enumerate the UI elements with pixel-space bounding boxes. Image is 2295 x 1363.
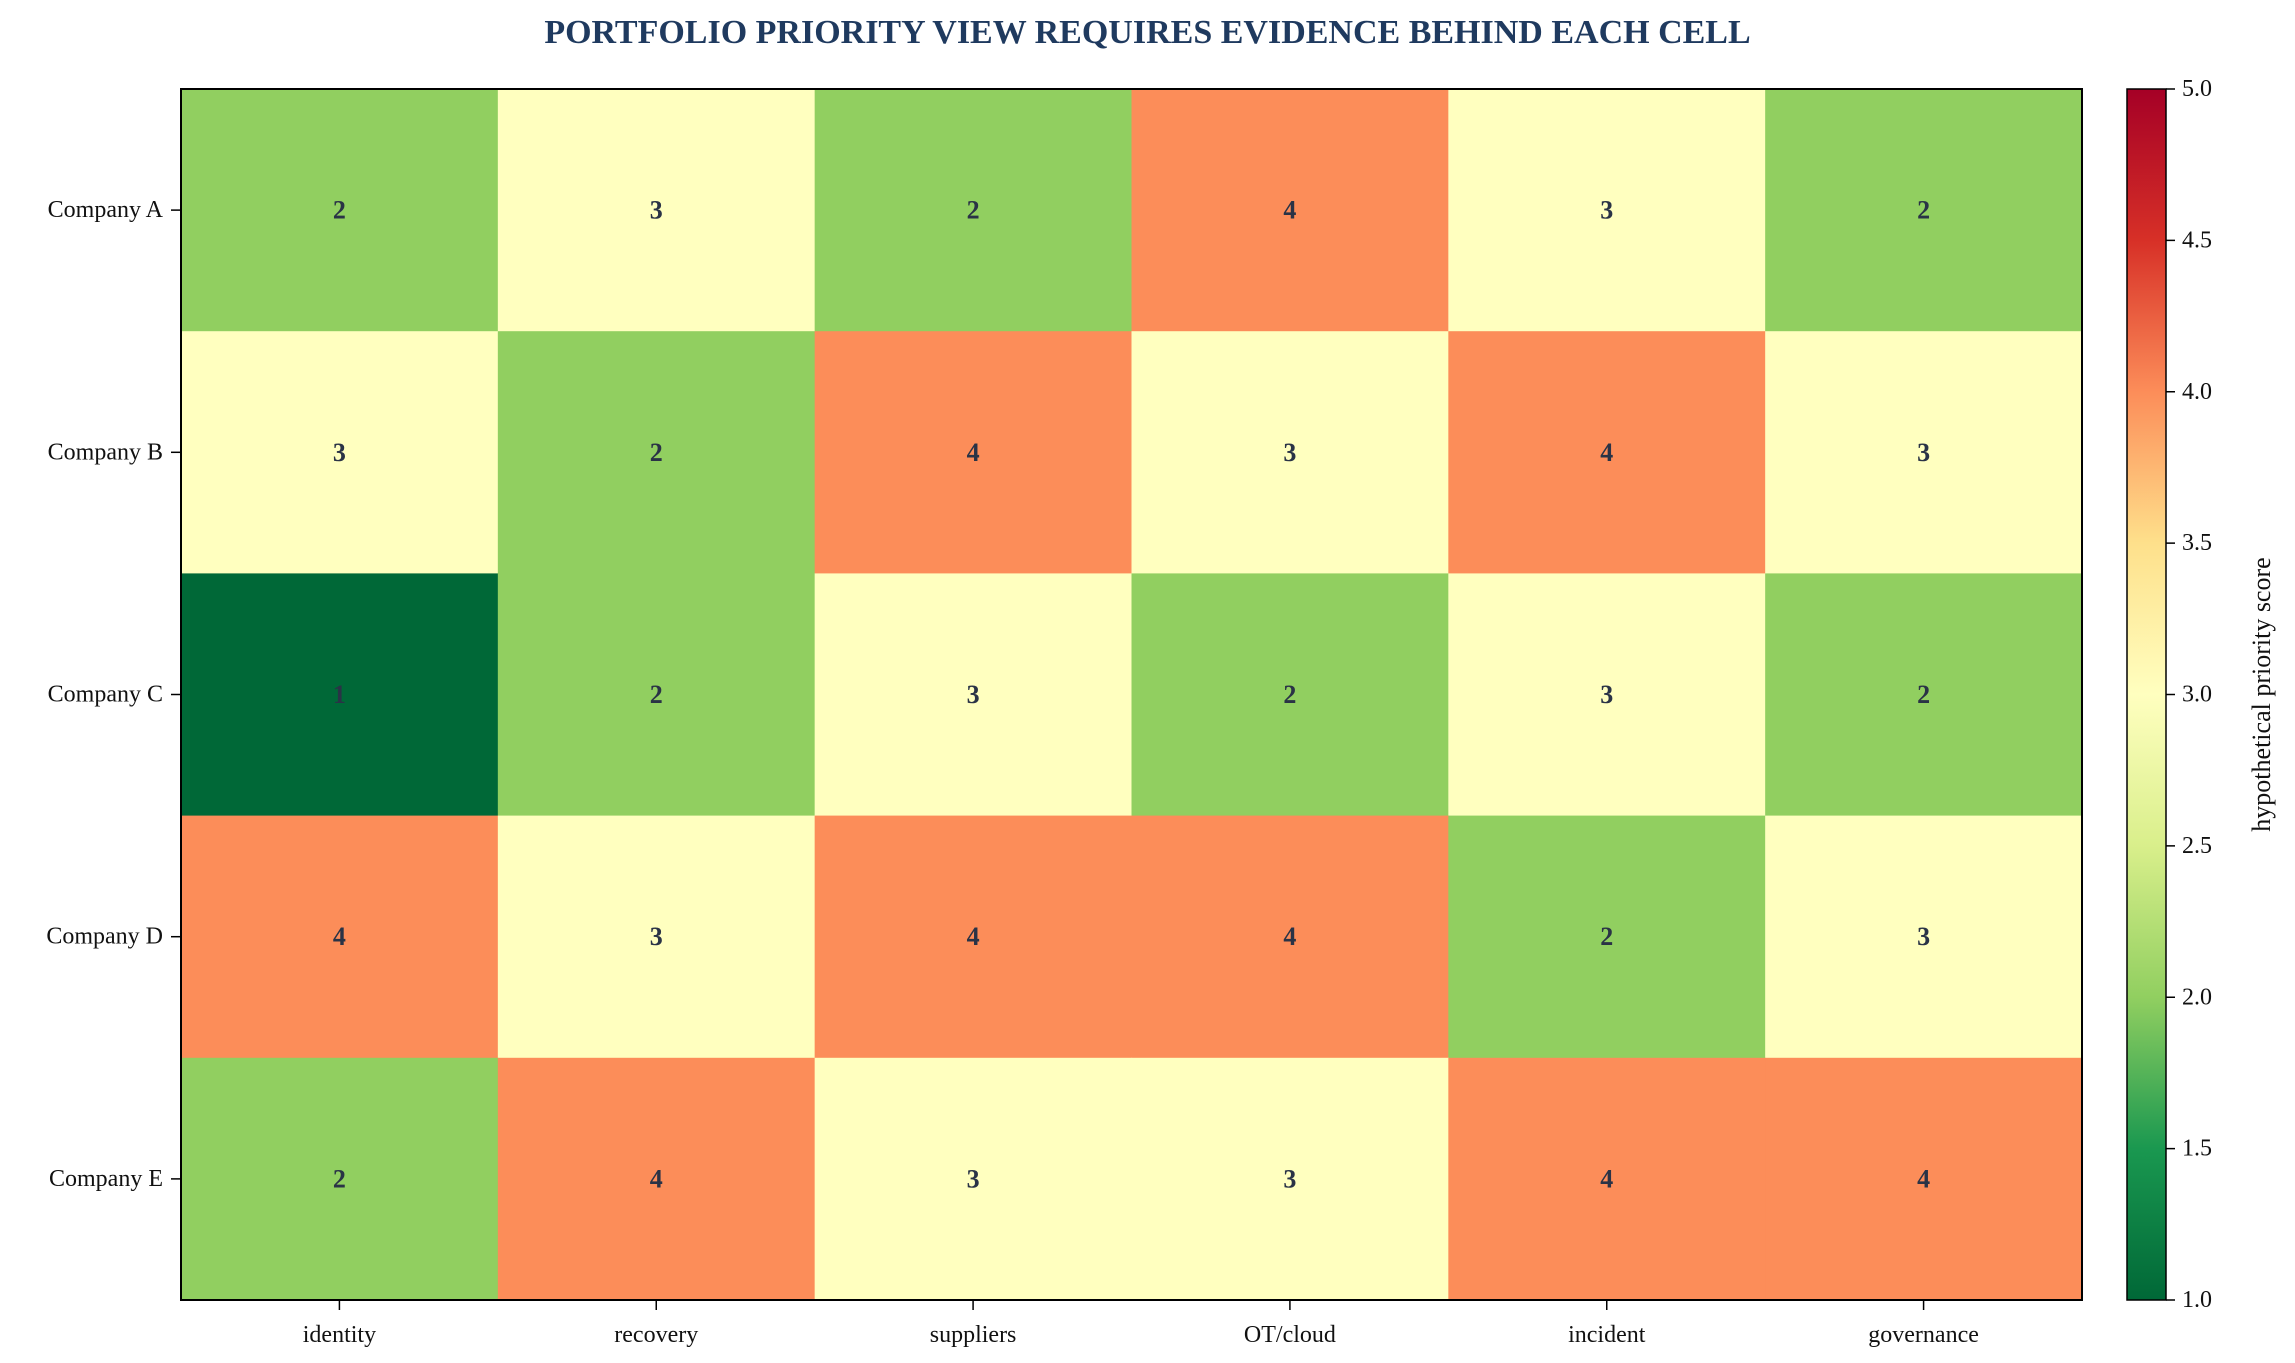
heatmap-cell	[814, 815, 1133, 1059]
heatmap-cell	[1765, 573, 2083, 817]
heatmap-cell	[1131, 815, 1449, 1059]
cell-value-label: 3	[650, 922, 663, 951]
cell-value-label: 4	[1283, 922, 1296, 951]
cell-value-label: 3	[967, 1164, 980, 1193]
cell-value-label: 2	[1917, 680, 1930, 709]
heatmap-cell	[1131, 331, 1449, 574]
cell-value-label: 2	[333, 1164, 346, 1193]
cell-value-label: 3	[1600, 196, 1613, 225]
cell-value-label: 2	[650, 680, 663, 709]
cell-value-label: 1	[333, 680, 346, 709]
heatmap-cell	[1448, 1057, 1766, 1301]
cell-value-label: 4	[333, 922, 346, 951]
heatmap-cells	[181, 89, 2083, 1301]
heatmap-cell	[814, 573, 1133, 817]
heatmap-cell	[1448, 331, 1766, 574]
heatmap-cell	[814, 331, 1133, 574]
heatmap-cell	[1448, 573, 1766, 817]
cell-value-label: 2	[1283, 680, 1296, 709]
cell-value-label: 4	[1917, 1164, 1930, 1193]
cell-value-label: 3	[650, 196, 663, 225]
heatmap-cell	[1448, 815, 1766, 1059]
x-tick-label: incident	[1568, 1322, 1646, 1348]
x-tick-label: OT/cloud	[1244, 1322, 1336, 1348]
cell-value-label: 4	[1283, 196, 1296, 225]
x-tick-label: governance	[1868, 1322, 1979, 1348]
heatmap-cell	[497, 1057, 816, 1301]
y-tick-label: Company E	[49, 1166, 163, 1192]
colorbar-label: hypothetical priority score	[2247, 557, 2276, 831]
heatmap-cell	[497, 815, 816, 1059]
y-tick-label: Company B	[48, 439, 163, 465]
heatmap-cell	[1448, 89, 1766, 332]
chart-title: PORTFOLIO PRIORITY VIEW REQUIRES EVIDENC…	[544, 14, 1751, 51]
cell-value-label: 3	[333, 438, 346, 467]
colorbar-tick-label: 4.5	[2182, 227, 2212, 253]
heatmap-cell	[1131, 89, 1449, 332]
cell-value-label: 2	[650, 438, 663, 467]
colorbar-tick-label: 5.0	[2182, 76, 2212, 102]
cell-value-label: 4	[967, 922, 980, 951]
cell-value-label: 3	[1283, 1164, 1296, 1193]
cell-value-label: 4	[967, 438, 980, 467]
heatmap-cell	[181, 573, 499, 817]
cell-value-label: 3	[1283, 438, 1296, 467]
cell-value-label: 2	[1600, 922, 1613, 951]
colorbar-tick-label: 1.5	[2182, 1136, 2212, 1162]
cell-value-label: 4	[1600, 1164, 1613, 1193]
heatmap-cell	[497, 89, 816, 332]
colorbar-tick-label: 3.0	[2182, 682, 2212, 708]
colorbar-axis: 1.0 1.5 2.0 2.5 3.0 3.5 4.0 4.5 5.0	[2166, 76, 2212, 1313]
colorbar-tick-label: 1.0	[2182, 1287, 2212, 1313]
colorbar-tick-label: 4.0	[2182, 379, 2212, 405]
cell-value-label: 2	[967, 196, 980, 225]
heatmap-cell	[497, 573, 816, 817]
cell-value-label: 4	[1600, 438, 1613, 467]
heatmap-cell	[1765, 89, 2083, 332]
x-axis: identity recovery suppliers OT/cloud inciden…	[303, 1300, 1979, 1348]
heatmap-cell-labels: 2 3 2 4 3 2 3 2 4 3 4 3 1 2 3 2 3 2 4 3 4 4 2 3 2 4 3 3 4 4	[333, 196, 1930, 1194]
y-axis: Company A Company B Company C Company D Comp…	[46, 197, 181, 1192]
colorbar-tick-label: 2.0	[2182, 984, 2212, 1010]
cell-value-label: 2	[1917, 196, 1930, 225]
heatmap-cell	[181, 1057, 499, 1301]
heatmap-cell	[814, 1057, 1133, 1301]
cell-value-label: 2	[333, 196, 346, 225]
colorbar-tick-label: 2.5	[2182, 833, 2212, 859]
heatmap-cell	[1131, 573, 1449, 817]
heatmap-cell	[1765, 331, 2083, 574]
heatmap-cell	[181, 331, 499, 574]
heatmap-cell	[497, 331, 816, 574]
cell-value-label: 3	[1917, 922, 1930, 951]
heatmap-cell	[1131, 1057, 1449, 1301]
x-tick-label: identity	[303, 1322, 376, 1348]
y-tick-label: Company D	[46, 924, 163, 950]
cell-value-label: 3	[967, 680, 980, 709]
heatmap-cell	[1765, 815, 2083, 1059]
heatmap-cell	[1765, 1057, 2083, 1301]
heatmap-cell	[181, 815, 499, 1059]
cell-value-label: 3	[1917, 438, 1930, 467]
heatmap-cell	[814, 89, 1133, 332]
y-tick-label: Company C	[48, 682, 163, 708]
colorbar-tick-label: 3.5	[2182, 530, 2212, 556]
cell-value-label: 4	[650, 1164, 663, 1193]
y-tick-label: Company A	[48, 197, 164, 223]
heatmap-cell	[181, 89, 499, 332]
x-tick-label: suppliers	[930, 1322, 1017, 1348]
colorbar	[2126, 88, 2167, 1301]
x-tick-label: recovery	[614, 1322, 698, 1348]
cell-value-label: 3	[1600, 680, 1613, 709]
